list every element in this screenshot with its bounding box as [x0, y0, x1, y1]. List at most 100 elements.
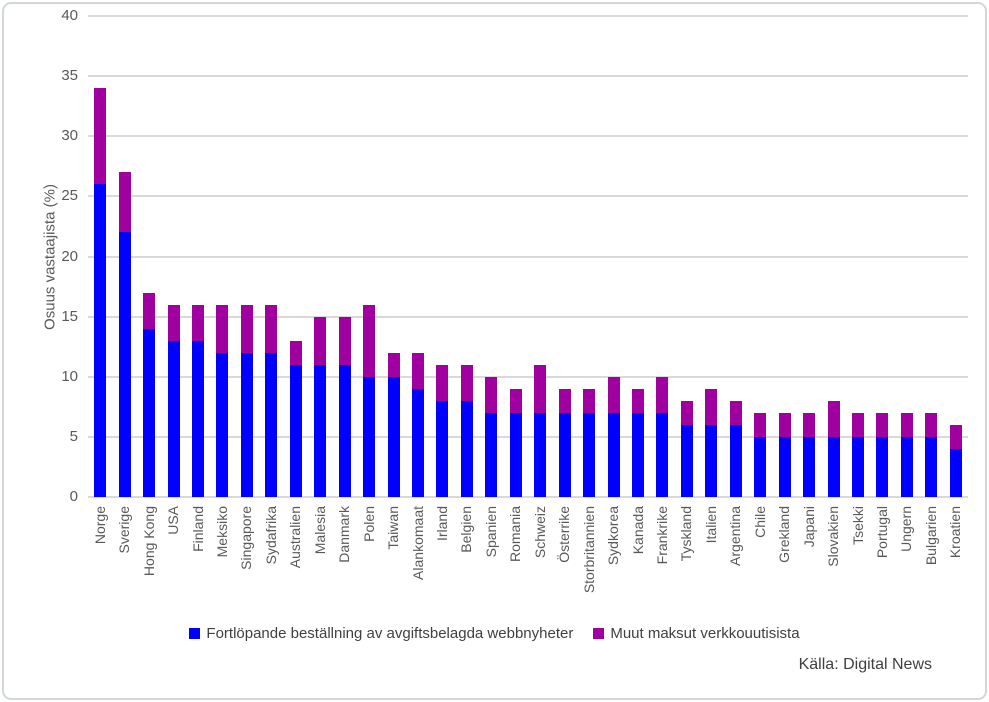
bar-segment	[118, 172, 131, 233]
x-tick-label: Taiwan	[385, 506, 402, 550]
bar-sydafrika	[265, 304, 278, 497]
bar-kroatien	[949, 424, 962, 497]
bar-segment	[925, 412, 938, 437]
bar-segment	[558, 412, 571, 497]
gridline	[88, 375, 968, 378]
bar-segment	[289, 364, 302, 497]
bar-segment	[876, 436, 889, 497]
x-tick-label: Polen	[360, 506, 377, 542]
bar-segment	[607, 412, 620, 497]
bar-segment	[167, 304, 180, 341]
legend-label: Fortlöpande beställning av avgiftsbelagd…	[206, 625, 574, 642]
x-tick-label: Alankomaat	[409, 506, 426, 580]
bar-danmark	[338, 316, 351, 497]
legend: Fortlöpande beställning av avgiftsbelagd…	[0, 625, 989, 642]
bar-irland	[436, 364, 449, 497]
bar-segment	[216, 352, 229, 497]
bar-japani	[803, 412, 816, 497]
x-tick-label: Österrike	[556, 506, 573, 563]
bar-segment	[656, 412, 669, 497]
legend-item: Fortlöpande beställning av avgiftsbelagd…	[189, 625, 573, 642]
bar-segment	[167, 340, 180, 497]
bar-taiwan	[387, 352, 400, 497]
bar-segment	[94, 184, 107, 497]
gridline	[88, 315, 968, 318]
legend-item: Muut maksut verkkouutisista	[593, 625, 800, 642]
bar-segment	[363, 376, 376, 497]
bar-segment	[192, 304, 204, 341]
x-tick-label: Meksiko	[213, 506, 230, 558]
bar-segment	[485, 412, 498, 497]
bar-singapore	[240, 304, 253, 497]
gridline	[88, 135, 968, 138]
bar-segment	[265, 352, 278, 497]
legend-label: Muut maksut verkkouutisista	[610, 625, 800, 642]
x-tick-label: Romania	[507, 506, 524, 563]
x-tick-label: Storbritannien	[580, 506, 597, 594]
bar-segment	[656, 376, 669, 413]
bar-segment	[289, 340, 302, 365]
x-tick-label: Irland	[433, 506, 450, 542]
x-tick-label: Tsekki	[849, 506, 866, 545]
x-tick-label: Finland	[189, 506, 206, 552]
y-tick-label: 0	[69, 488, 78, 505]
bar-segment	[314, 364, 327, 497]
x-tick-label: Italien	[702, 506, 719, 544]
y-tick-label: 5	[69, 427, 78, 445]
bar-segment	[803, 412, 816, 437]
x-tick-label: Japani	[800, 506, 817, 548]
bar-segment	[778, 436, 791, 497]
bar-segment	[265, 304, 278, 353]
bar-norge	[94, 88, 107, 497]
bar-segment	[900, 436, 913, 497]
bar-segment	[338, 364, 351, 497]
bar-segment	[827, 400, 840, 437]
bar-finland	[192, 304, 204, 497]
x-tick-label: Chile	[751, 506, 768, 538]
bar-segment	[216, 304, 229, 353]
x-tick-label: Singapore	[238, 506, 255, 570]
bar-storbritannien	[583, 388, 596, 497]
bar-segment	[607, 376, 620, 413]
bar-segment	[632, 388, 644, 413]
legend-swatch-icon	[189, 628, 201, 639]
x-tick-label: Malesia	[311, 506, 328, 555]
x-tick-label: Grekland	[776, 506, 793, 563]
x-tick-label: Sverige	[116, 506, 133, 554]
bar-segment	[509, 412, 522, 497]
bar-segment	[436, 400, 449, 497]
y-tick-label: 40	[61, 7, 78, 24]
bar-segment	[460, 400, 473, 497]
bar-segment	[240, 352, 253, 497]
bar-segment	[876, 412, 889, 437]
bar-segment	[680, 400, 693, 425]
bar-grekland	[778, 412, 791, 497]
bar-kanada	[632, 388, 644, 497]
x-tick-label: Bulgarien	[922, 506, 939, 566]
x-tick-label: Sydafrika	[262, 506, 279, 565]
x-tick-label: Kroatien	[947, 506, 964, 559]
y-tick-label: 35	[61, 67, 78, 85]
bar-spanien	[485, 376, 498, 497]
gridline	[88, 75, 968, 78]
x-tick-label: Slovakien	[825, 506, 842, 567]
bar-australien	[289, 340, 302, 497]
bar-segment	[363, 304, 376, 377]
source-note: Källa: Digital News	[798, 656, 932, 673]
x-tick-label: Australien	[287, 506, 304, 569]
x-tick-label: Spanien	[482, 506, 499, 558]
x-tick-label: Hong Kong	[140, 506, 157, 577]
bar-portugal	[876, 412, 889, 497]
x-tick-label: Tyskland	[678, 506, 695, 562]
gridline	[88, 255, 968, 258]
bar-sverige	[118, 172, 131, 497]
bar-segment	[436, 364, 449, 401]
bar-segment	[852, 436, 864, 497]
bar-segment	[705, 424, 718, 497]
bar-segment	[827, 436, 840, 497]
bar-segment	[240, 304, 253, 353]
gridline	[88, 496, 968, 498]
bar-italien	[705, 388, 718, 497]
bar-bulgarien	[925, 412, 938, 497]
